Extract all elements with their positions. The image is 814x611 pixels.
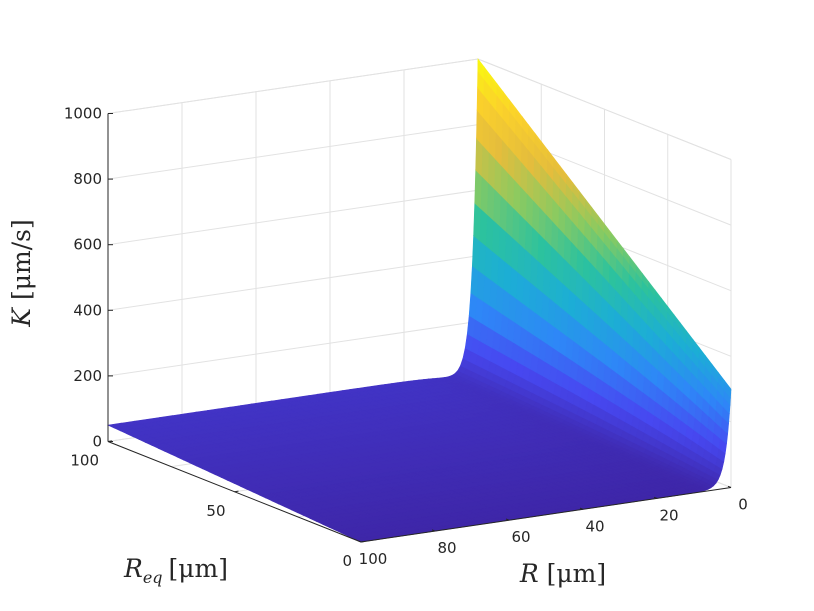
z-tick-label: 200	[73, 367, 102, 385]
x-tick-mark	[431, 529, 436, 532]
x-tick-label: 60	[511, 528, 530, 546]
x-tick-label: 0	[738, 496, 748, 514]
x-axis-label: R [μm]	[519, 559, 606, 588]
axes	[107, 113, 732, 543]
z-tick-label: 0	[92, 433, 102, 451]
box-edge	[107, 58, 732, 160]
y-axis-label: Req [μm]	[123, 554, 228, 587]
surface-patch	[480, 175, 489, 216]
z-tick-label: 800	[73, 170, 102, 188]
x-tick-mark	[505, 518, 510, 521]
x-tick-label: 100	[359, 550, 388, 568]
z-tick-label: 400	[73, 301, 102, 319]
x-tick-mark	[727, 485, 732, 488]
y-tick-label: 100	[70, 452, 99, 470]
z-axis-label: K[μm/s]	[7, 219, 36, 327]
x-tick-mark	[357, 540, 362, 543]
y-tick-label: 0	[342, 552, 352, 570]
surface-patch	[474, 169, 483, 210]
x-tick-label: 20	[659, 506, 678, 524]
z-tick-label: 1000	[64, 105, 102, 123]
x-tick-label: 40	[585, 517, 604, 535]
x-tick-mark	[579, 507, 584, 510]
surface	[106, 58, 732, 543]
z-tick-label: 600	[73, 236, 102, 254]
surface-patch	[724, 380, 732, 391]
z-gridline	[107, 58, 732, 160]
z-gridline	[107, 124, 732, 226]
y-tick-label: 50	[206, 502, 225, 520]
y-tick-mark	[360, 540, 366, 543]
x-tick-mark	[653, 496, 658, 499]
x-tick-label: 80	[437, 539, 456, 557]
x-axis-line	[360, 487, 732, 543]
y-tick-mark	[234, 490, 239, 493]
